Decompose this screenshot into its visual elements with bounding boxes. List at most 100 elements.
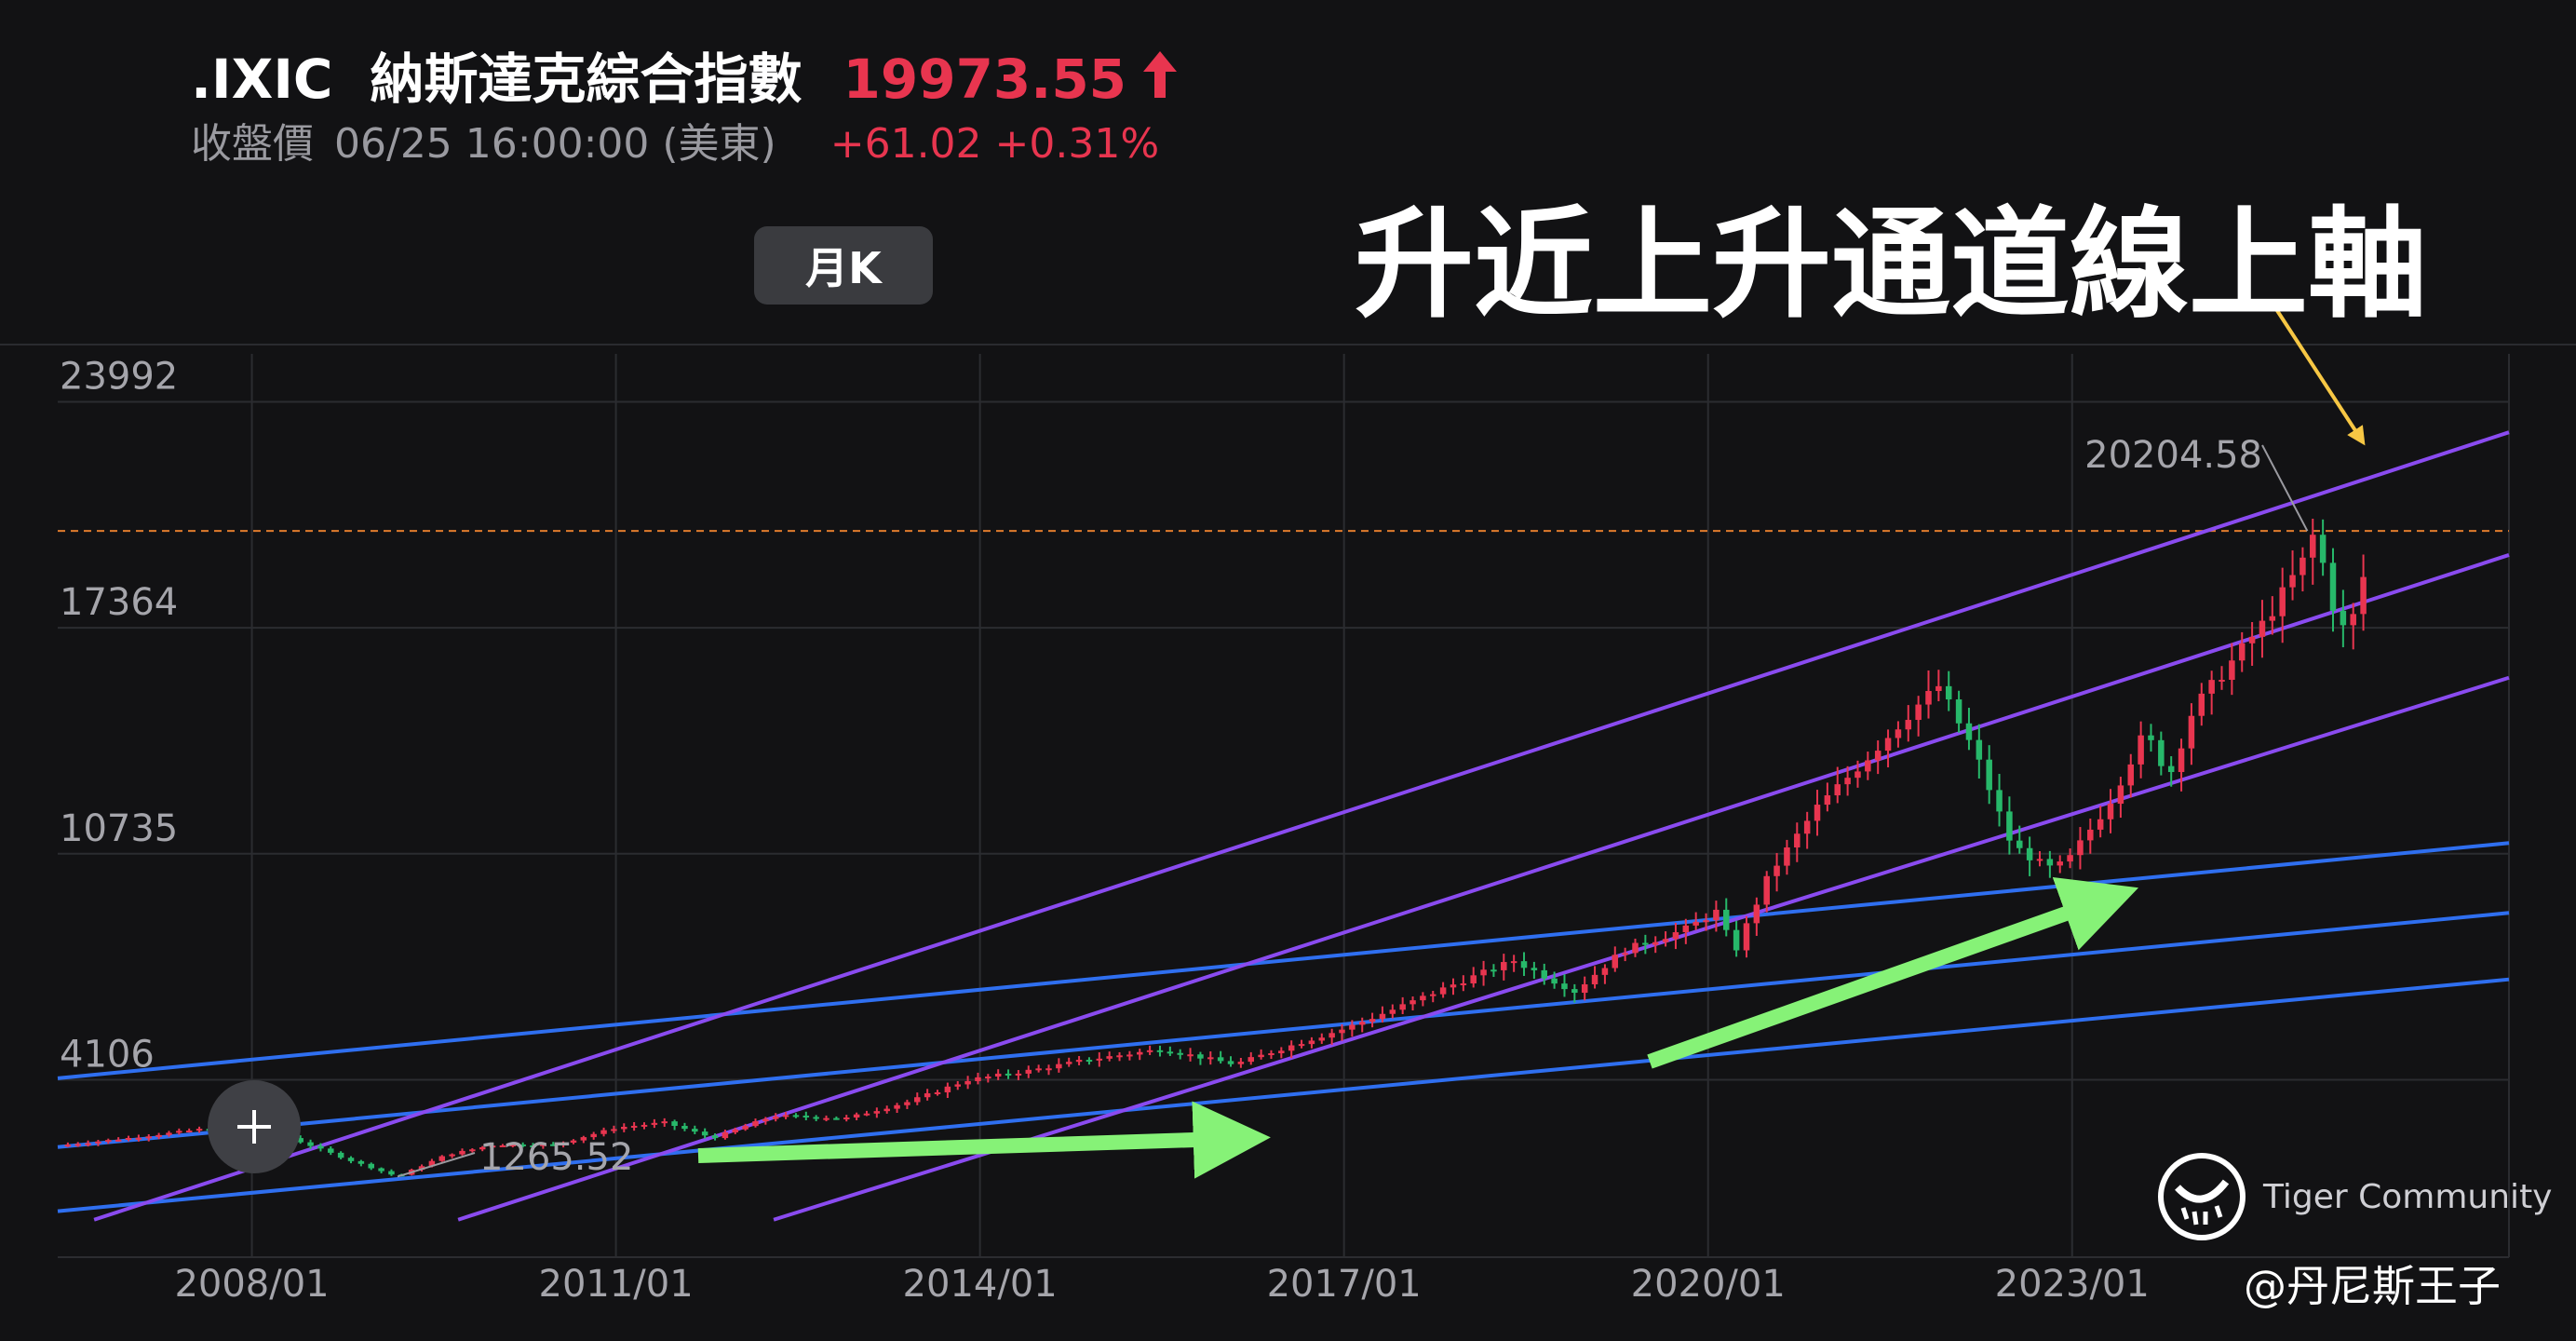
low-value-label: 1265.52 [479,1136,633,1179]
headline-annotation: 升近上升通道線上軸 [1354,196,2427,334]
candle-up [2300,557,2306,576]
candle-up [509,1144,517,1146]
watermark-text: Tiger Community [2263,1177,2553,1216]
author-credit: @丹尼斯王子 [2244,1261,2501,1311]
candle-up [1794,833,1801,847]
candle-up [1501,962,1507,970]
candle-up [762,1118,769,1122]
candle-down [2046,859,2054,866]
y-tick-label: 10735 [60,807,178,850]
low-leader-line [397,1152,476,1178]
candle-up [944,1086,951,1092]
candle-up [438,1156,446,1161]
candle-down [2006,811,2013,841]
candle-up [2178,748,2185,773]
candle-up [752,1121,759,1127]
candle-down [1986,759,1992,791]
candle-up [1803,820,1811,834]
candle-up [1389,1009,1396,1014]
blue-channel-line-2 [57,911,2510,1149]
candle-up [1460,983,1467,986]
candle-up [1915,704,1922,721]
candle-up [540,1144,546,1146]
candle-up [2067,855,2073,862]
candle-up [1056,1063,1062,1069]
candle-up [1328,1033,1335,1038]
x-tick-label: 2023/01 [1995,1263,2150,1306]
candle-up [1743,923,1750,951]
candle-up [2127,764,2135,786]
candle-down [1531,968,1538,970]
candle-down [701,1131,708,1136]
candle-up [1339,1029,1345,1034]
candle-up [2077,840,2084,856]
candle-up [1510,961,1517,964]
candle-up [155,1134,162,1137]
candle-up [600,1130,607,1134]
candle-up [1318,1037,1326,1041]
candle-up [1662,939,1669,942]
candle-up [1824,795,1831,806]
candle-down [1520,961,1528,968]
candle-up [1278,1050,1285,1054]
candle-up [1591,974,1598,984]
ticker-line: .IXIC 納斯達克綜合指數 19973.55 [191,35,1180,114]
candle-down [530,1145,536,1147]
x-tick-label: 2011/01 [539,1263,694,1306]
candle-up [1430,994,1436,996]
candle-down [1733,929,1740,951]
candle-up [1045,1068,1052,1071]
candle-up [1015,1073,1022,1076]
candle-down [378,1168,384,1172]
candle-down [1571,989,1578,994]
candle-up [782,1115,789,1118]
candle-up [1622,953,1628,955]
candle-down [681,1125,688,1130]
candle-up [1632,942,1639,954]
ticker-symbol: .IXIC [191,47,333,111]
candle-up [196,1129,203,1131]
candle-down [1955,699,1962,724]
period-button-monthly[interactable]: 月K [754,226,933,305]
candle-up [1258,1054,1264,1058]
candle-down [2158,739,2165,766]
candle-up [843,1117,850,1119]
candle-up [95,1141,101,1144]
candle-up [1581,983,1588,994]
candle-down [549,1144,557,1146]
candle-up [1874,751,1881,761]
candle-up [2238,643,2246,661]
candle-up [2117,785,2124,805]
candle-up [489,1145,496,1148]
purple-channel-line-2 [457,553,2510,1222]
yellow-arrow [2274,307,2366,446]
x-tick-label: 2020/01 [1631,1263,1786,1306]
x-tick-label: 2017/01 [1267,1263,1422,1306]
candle-up [1146,1050,1153,1052]
quote-header: .IXIC 納斯達克綜合指數 19973.55 收盤價 06/25 16:00:… [0,0,2576,326]
candle-down [1965,723,1973,740]
candle-up [1450,984,1457,988]
candle-up [1693,921,1699,926]
candle-down [813,1117,819,1119]
candle-up [1470,975,1477,984]
candle-down [1996,790,2003,812]
candle-up [1672,932,1679,940]
close-info-line: 收盤價 06/25 16:00:00 (美東) +61.02 +0.31% [191,110,1159,169]
candle-down [2167,765,2175,773]
candle-up [479,1146,486,1150]
candle-up [185,1131,193,1133]
green-arrow-left [697,1101,1271,1179]
candle-up [85,1143,91,1145]
candle-up [166,1132,172,1135]
candle-up [105,1140,112,1143]
crosshair-plus-button[interactable] [208,1080,301,1173]
candle-down [388,1171,395,1175]
candle-up [1682,925,1690,933]
candle-up [1358,1022,1366,1025]
candle-up [1116,1055,1123,1058]
candle-up [1399,1004,1406,1010]
candle-up [499,1145,506,1147]
candle-up [651,1122,658,1125]
